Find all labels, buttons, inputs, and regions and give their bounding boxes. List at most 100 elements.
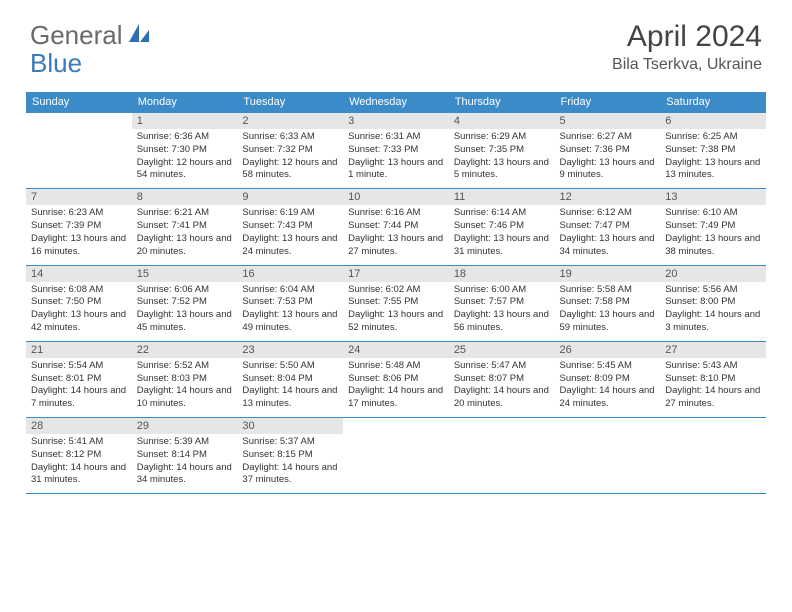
day-number: 23 xyxy=(237,342,343,358)
day-number: 29 xyxy=(132,418,238,434)
sunrise-line: Sunrise: 6:12 AM xyxy=(560,207,656,220)
day-cell xyxy=(343,418,449,494)
day-detail: Sunrise: 6:19 AMSunset: 7:43 PMDaylight:… xyxy=(237,205,343,264)
day-cell xyxy=(449,418,555,494)
sunset-line: Sunset: 7:55 PM xyxy=(348,296,444,309)
day-detail: Sunrise: 5:48 AMSunset: 8:06 PMDaylight:… xyxy=(343,358,449,417)
sunrise-line: Sunrise: 5:39 AM xyxy=(137,436,233,449)
day-detail: Sunrise: 5:43 AMSunset: 8:10 PMDaylight:… xyxy=(660,358,766,417)
day-number: 14 xyxy=(26,266,132,282)
logo-text-2: Blue xyxy=(30,48,82,79)
day-detail: Sunrise: 5:45 AMSunset: 8:09 PMDaylight:… xyxy=(555,358,661,417)
daylight-line: Daylight: 13 hours and 13 minutes. xyxy=(665,157,761,183)
month-title: April 2024 xyxy=(612,20,762,54)
day-cell: 18 Sunrise: 6:00 AMSunset: 7:57 PMDayligh… xyxy=(449,265,555,341)
day-cell: 2Sunrise: 6:33 AMSunset: 7:32 PMDaylight… xyxy=(237,113,343,189)
sunrise-line: Sunrise: 5:43 AM xyxy=(665,360,761,373)
daylight-line: Daylight: 13 hours and 38 minutes. xyxy=(665,233,761,259)
header: General April 2024 Bila Tserkva, Ukraine xyxy=(0,0,792,84)
sunset-line: Sunset: 7:33 PM xyxy=(348,144,444,157)
sunset-line: Sunset: 8:07 PM xyxy=(454,373,550,386)
day-detail: Sunrise: 6:29 AMSunset: 7:35 PMDaylight:… xyxy=(449,129,555,188)
day-cell: 14Sunrise: 6:08 AMSunset: 7:50 PMDayligh… xyxy=(26,265,132,341)
location-label: Bila Tserkva, Ukraine xyxy=(612,56,762,74)
sunset-line: Sunset: 7:41 PM xyxy=(137,220,233,233)
day-detail: Sunrise: 6:08 AMSunset: 7:50 PMDaylight:… xyxy=(26,282,132,341)
daylight-line: Daylight: 13 hours and 49 minutes. xyxy=(242,309,338,335)
calendar-body: 1Sunrise: 6:36 AMSunset: 7:30 PMDaylight… xyxy=(26,113,766,494)
calendar-table: Sunday Monday Tuesday Wednesday Thursday… xyxy=(26,92,766,494)
week-row: 1Sunrise: 6:36 AMSunset: 7:30 PMDaylight… xyxy=(26,113,766,189)
day-cell: 20Sunrise: 5:56 AMSunset: 8:00 PMDayligh… xyxy=(660,265,766,341)
day-detail: Sunrise: 6:23 AMSunset: 7:39 PMDaylight:… xyxy=(26,205,132,264)
day-cell: 10Sunrise: 6:16 AMSunset: 7:44 PMDayligh… xyxy=(343,189,449,265)
sunrise-line: Sunrise: 6:04 AM xyxy=(242,284,338,297)
day-number: 2 xyxy=(237,113,343,129)
day-cell: 11Sunrise: 6:14 AMSunset: 7:46 PMDayligh… xyxy=(449,189,555,265)
sunset-line: Sunset: 7:36 PM xyxy=(560,144,656,157)
col-friday: Friday xyxy=(555,92,661,113)
daylight-line: Daylight: 13 hours and 31 minutes. xyxy=(454,233,550,259)
sunrise-line: Sunrise: 5:41 AM xyxy=(31,436,127,449)
day-number: 18 xyxy=(449,266,555,282)
daylight-line: Daylight: 13 hours and 34 minutes. xyxy=(560,233,656,259)
sunrise-line: Sunrise: 6:14 AM xyxy=(454,207,550,220)
sunrise-line: Sunrise: 6:21 AM xyxy=(137,207,233,220)
sunset-line: Sunset: 7:53 PM xyxy=(242,296,338,309)
day-number: 13 xyxy=(660,189,766,205)
day-cell: 15Sunrise: 6:06 AMSunset: 7:52 PMDayligh… xyxy=(132,265,238,341)
day-number: 16 xyxy=(237,266,343,282)
day-detail: Sunrise: 5:52 AMSunset: 8:03 PMDaylight:… xyxy=(132,358,238,417)
sunset-line: Sunset: 7:49 PM xyxy=(665,220,761,233)
daylight-line: Daylight: 13 hours and 1 minute. xyxy=(348,157,444,183)
day-number: 7 xyxy=(26,189,132,205)
sunrise-line: Sunrise: 6:08 AM xyxy=(31,284,127,297)
sunset-line: Sunset: 7:57 PM xyxy=(454,296,550,309)
sunrise-line: Sunrise: 5:58 AM xyxy=(560,284,656,297)
daylight-line: Daylight: 13 hours and 42 minutes. xyxy=(31,309,127,335)
day-number: 17 xyxy=(343,266,449,282)
day-cell: 3Sunrise: 6:31 AMSunset: 7:33 PMDaylight… xyxy=(343,113,449,189)
day-header-row: Sunday Monday Tuesday Wednesday Thursday… xyxy=(26,92,766,113)
daylight-line: Daylight: 13 hours and 24 minutes. xyxy=(242,233,338,259)
sunrise-line: Sunrise: 6:36 AM xyxy=(137,131,233,144)
sunrise-line: Sunrise: 6:02 AM xyxy=(348,284,444,297)
sunrise-line: Sunrise: 6:16 AM xyxy=(348,207,444,220)
daylight-line: Daylight: 13 hours and 27 minutes. xyxy=(348,233,444,259)
day-number: 19 xyxy=(555,266,661,282)
sunrise-line: Sunrise: 6:29 AM xyxy=(454,131,550,144)
day-number: 30 xyxy=(237,418,343,434)
day-number: 12 xyxy=(555,189,661,205)
sunset-line: Sunset: 7:38 PM xyxy=(665,144,761,157)
day-cell xyxy=(26,113,132,189)
daylight-line: Daylight: 13 hours and 56 minutes. xyxy=(454,309,550,335)
col-monday: Monday xyxy=(132,92,238,113)
sunset-line: Sunset: 8:01 PM xyxy=(31,373,127,386)
daylight-line: Daylight: 14 hours and 37 minutes. xyxy=(242,462,338,488)
day-detail: Sunrise: 5:54 AMSunset: 8:01 PMDaylight:… xyxy=(26,358,132,417)
day-number: 25 xyxy=(449,342,555,358)
day-number: 26 xyxy=(555,342,661,358)
daylight-line: Daylight: 14 hours and 31 minutes. xyxy=(31,462,127,488)
day-cell xyxy=(660,418,766,494)
daylight-line: Daylight: 14 hours and 3 minutes. xyxy=(665,309,761,335)
sunset-line: Sunset: 7:52 PM xyxy=(137,296,233,309)
sunrise-line: Sunrise: 6:33 AM xyxy=(242,131,338,144)
sunrise-line: Sunrise: 6:00 AM xyxy=(454,284,550,297)
day-number: 28 xyxy=(26,418,132,434)
col-wednesday: Wednesday xyxy=(343,92,449,113)
sunset-line: Sunset: 7:46 PM xyxy=(454,220,550,233)
sunrise-line: Sunrise: 6:31 AM xyxy=(348,131,444,144)
day-detail: Sunrise: 6:16 AMSunset: 7:44 PMDaylight:… xyxy=(343,205,449,264)
day-cell: 5Sunrise: 6:27 AMSunset: 7:36 PMDaylight… xyxy=(555,113,661,189)
day-detail: Sunrise: 6:04 AMSunset: 7:53 PMDaylight:… xyxy=(237,282,343,341)
day-number: 10 xyxy=(343,189,449,205)
week-row: 28Sunrise: 5:41 AMSunset: 8:12 PMDayligh… xyxy=(26,418,766,494)
day-number: 6 xyxy=(660,113,766,129)
sunrise-line: Sunrise: 6:25 AM xyxy=(665,131,761,144)
daylight-line: Daylight: 14 hours and 20 minutes. xyxy=(454,385,550,411)
sunrise-line: Sunrise: 6:06 AM xyxy=(137,284,233,297)
day-cell: 8Sunrise: 6:21 AMSunset: 7:41 PMDaylight… xyxy=(132,189,238,265)
daylight-line: Daylight: 14 hours and 7 minutes. xyxy=(31,385,127,411)
day-number: 21 xyxy=(26,342,132,358)
